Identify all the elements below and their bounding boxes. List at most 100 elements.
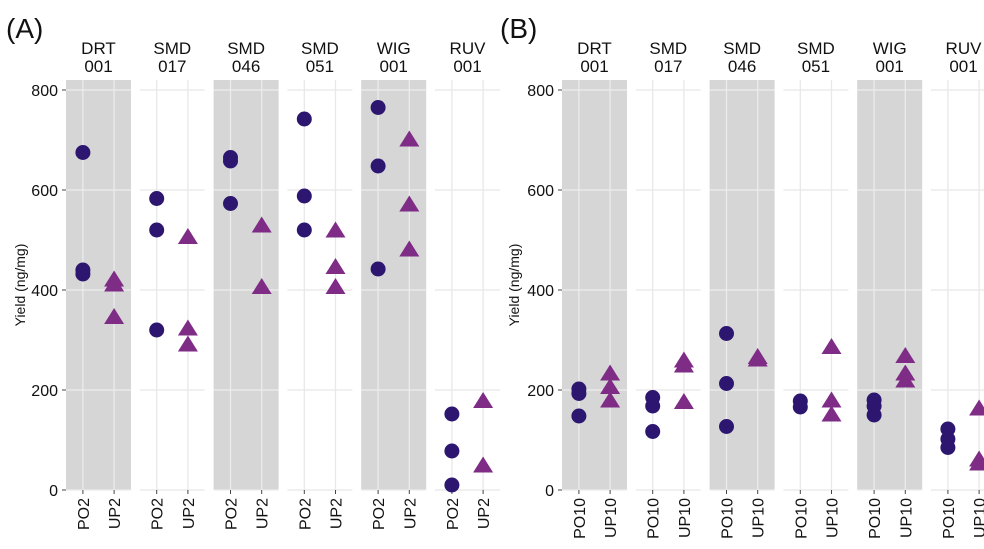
data-point-circle xyxy=(571,408,587,424)
facet-strip xyxy=(139,80,205,490)
x-tick-label: PO10 xyxy=(941,498,958,539)
x-tick-label: PO2 xyxy=(224,498,241,530)
data-point-circle xyxy=(370,158,386,174)
data-point-circle xyxy=(719,419,734,434)
y-tick-label: 400 xyxy=(527,283,554,300)
facet-header: RUV 001 xyxy=(946,39,983,76)
data-point-triangle xyxy=(177,228,198,244)
facet-header: SMD 051 xyxy=(797,39,835,76)
x-tick-label: UP2 xyxy=(329,498,346,529)
x-tick-label: UP10 xyxy=(677,498,694,538)
y-tick-label: 200 xyxy=(31,383,58,400)
data-point-circle xyxy=(75,266,91,282)
facet-header: SMD 046 xyxy=(227,39,265,76)
data-point-triangle xyxy=(325,221,346,238)
data-point-triangle xyxy=(399,240,420,257)
data-point-triangle xyxy=(399,195,420,212)
facet-strip xyxy=(783,80,849,490)
panel-b-label: (B) xyxy=(500,13,537,44)
y-tick-label: 800 xyxy=(31,83,58,100)
y-tick-label: 400 xyxy=(31,283,58,300)
data-point-triangle xyxy=(821,391,842,408)
y-tick-label: 600 xyxy=(527,183,554,200)
y-axis-label: Yield (ng/mg) xyxy=(506,244,522,327)
data-point-circle xyxy=(940,440,956,455)
x-tick-label: PO2 xyxy=(150,498,167,530)
data-point-circle xyxy=(296,222,312,238)
panel-a-label: (A) xyxy=(6,13,43,44)
data-point-triangle xyxy=(104,275,125,292)
x-tick-label: UP2 xyxy=(255,498,272,529)
x-tick-label: PO2 xyxy=(371,498,388,530)
y-tick-label: 600 xyxy=(31,183,58,200)
y-tick-label: 200 xyxy=(527,383,554,400)
data-point-circle xyxy=(444,406,460,422)
data-point-circle xyxy=(370,261,386,277)
facet-strip xyxy=(435,80,500,490)
x-tick-label: UP2 xyxy=(476,498,493,529)
x-tick-label: PO10 xyxy=(646,498,663,539)
facet-header: SMD 017 xyxy=(649,39,687,76)
x-tick-label: PO2 xyxy=(297,498,314,530)
y-axis-label: Yield (ng/mg) xyxy=(12,244,28,327)
data-point-circle xyxy=(792,399,808,415)
data-point-triangle xyxy=(600,364,621,381)
data-point-circle xyxy=(866,407,882,423)
x-tick-label: PO10 xyxy=(572,498,589,539)
data-point-triangle xyxy=(821,405,842,422)
data-point-circle xyxy=(149,191,165,206)
data-point-triangle xyxy=(325,278,346,294)
data-point-triangle xyxy=(747,350,768,367)
data-point-triangle xyxy=(177,319,198,336)
data-point-triangle xyxy=(673,356,694,373)
data-point-circle xyxy=(223,153,238,169)
data-point-circle xyxy=(571,386,587,401)
x-tick-label: UP10 xyxy=(751,498,768,538)
data-point-triangle xyxy=(600,378,621,394)
facet-strip xyxy=(709,80,775,490)
data-point-triangle xyxy=(251,216,272,233)
x-tick-label: UP10 xyxy=(825,498,842,538)
data-point-circle xyxy=(75,145,91,160)
data-point-triangle xyxy=(473,456,494,473)
facet-header: SMD 046 xyxy=(723,39,761,76)
data-point-circle xyxy=(645,398,661,414)
data-point-triangle xyxy=(895,371,916,388)
facet-strip xyxy=(857,80,923,490)
data-point-triangle xyxy=(969,399,984,416)
facet-strip xyxy=(361,80,427,490)
facet-header: DRT 001 xyxy=(577,39,612,76)
data-point-triangle xyxy=(821,338,842,354)
data-point-circle xyxy=(444,477,460,493)
facet-header: DRT 001 xyxy=(81,39,116,76)
facet-header: SMD 017 xyxy=(153,39,191,76)
y-tick-label: 0 xyxy=(49,483,58,500)
data-point-circle xyxy=(149,322,165,338)
x-tick-label: PO10 xyxy=(793,498,810,539)
x-tick-label: UP2 xyxy=(107,498,124,529)
data-point-triangle xyxy=(673,393,694,409)
x-tick-label: UP10 xyxy=(603,498,620,538)
data-point-circle xyxy=(719,376,734,391)
x-tick-label: PO10 xyxy=(720,498,737,539)
facet-header: SMD 051 xyxy=(301,39,339,76)
data-point-triangle xyxy=(895,347,916,363)
facet-header: WIG 001 xyxy=(873,39,907,76)
data-point-triangle xyxy=(251,278,272,294)
x-tick-label: UP10 xyxy=(898,498,915,538)
data-point-triangle xyxy=(969,454,984,471)
facet-header: WIG 001 xyxy=(377,39,411,76)
panel-b-chart: DRT 001 PO10 UP10 SMD 017 PO10 UP10 SMD 046 PO10 UP… xyxy=(506,39,984,539)
data-point-triangle xyxy=(399,130,420,147)
panel-a-chart: DRT 001 PO2 UP2 SMD 017 PO2 UP2 SMD 046 PO2 UP2 SMD 0… xyxy=(12,39,500,530)
data-point-triangle xyxy=(177,335,198,352)
data-point-triangle xyxy=(325,258,346,274)
y-tick-label: 0 xyxy=(545,483,554,500)
x-tick-label: PO2 xyxy=(76,498,93,530)
data-point-triangle xyxy=(473,392,494,408)
data-point-circle xyxy=(223,196,238,211)
data-point-circle xyxy=(370,100,386,115)
y-tick-label: 800 xyxy=(527,83,554,100)
facet-strip xyxy=(562,80,627,490)
